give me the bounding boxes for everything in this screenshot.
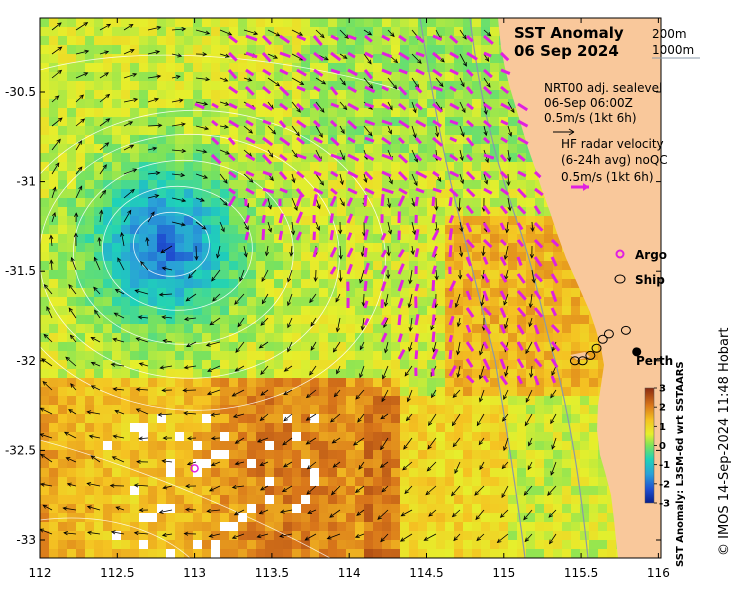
bathymetry-1000m-label: 1000m — [652, 43, 694, 57]
y-tick-label: -31 — [16, 175, 36, 189]
ship-legend-label: Ship — [635, 273, 665, 287]
bathymetry-200m-label: 200m — [652, 27, 687, 41]
sealevel-velocity-arrows — [40, 22, 557, 545]
ship-legend-marker — [614, 274, 626, 284]
x-tick-label: 113 — [183, 566, 206, 580]
colorbar-tick-label: 3 — [659, 384, 666, 395]
colorbar-tick-label: 1 — [659, 422, 666, 433]
bathymetry-contours — [419, 18, 589, 558]
y-tick-label: -31.5 — [5, 264, 36, 278]
radar-legend-line2: (6-24h avg) noQC — [561, 153, 668, 167]
map-title-line2: 06 Sep 2024 — [514, 42, 619, 60]
ship-marker — [591, 343, 602, 353]
radar-legend-line3: 0.5m/s (1kt 6h) — [561, 170, 654, 184]
colorbar-tick-label: 0 — [659, 441, 666, 452]
x-tick-label: 115 — [492, 566, 515, 580]
x-tick-label: 114.5 — [409, 566, 443, 580]
x-tick-label: 112.5 — [100, 566, 134, 580]
hf-radar-arrows — [194, 34, 561, 386]
colorbar-label: SST Anomaly: L3SM-6d wrt SSTAARS — [675, 361, 686, 567]
colorbar-ticks: 3 2 1 0 -1 -2 -3 — [654, 384, 670, 510]
radar-legend-arrow — [571, 183, 589, 191]
y-tick-label: -32.5 — [5, 443, 36, 457]
argo-marker — [190, 464, 199, 473]
ship-marker — [577, 356, 588, 366]
radar-legend-line1: HF radar velocity — [561, 137, 664, 151]
map-title-line1: SST Anomaly — [514, 24, 624, 42]
x-tick-label: 115.5 — [564, 566, 598, 580]
y-axis: -30.5 -31 -31.5 -32 -32.5 -33 — [5, 85, 661, 547]
land-mass — [498, 18, 661, 558]
sealevel-legend-line2: 06-Sep 06:00Z — [544, 96, 633, 110]
colorbar — [644, 387, 655, 504]
rottnest-island — [570, 352, 590, 360]
ship-marker — [620, 325, 631, 335]
position-markers — [190, 325, 642, 473]
ship-marker — [603, 329, 614, 339]
x-axis: 112 112.5 113 113.5 114 114.5 115 115.5 116 — [29, 18, 670, 580]
sealevel-legend-line3: 0.5m/s (1kt 6h) — [544, 111, 637, 125]
perth-marker — [632, 347, 642, 357]
perth-label: Perth — [636, 354, 673, 368]
ship-marker — [585, 350, 596, 360]
imos-credit: © IMOS 14-Sep-2024 11:48 Hobart — [717, 328, 732, 556]
plot-frame — [39, 17, 662, 559]
sealevel-legend-line1: NRT00 adj. sealevel — [544, 81, 662, 95]
x-tick-label: 113.5 — [255, 566, 289, 580]
y-tick-label: -32 — [16, 354, 36, 368]
y-tick-label: -30.5 — [5, 85, 36, 99]
ship-marker — [569, 356, 580, 366]
sealevel-legend-arrow — [553, 128, 575, 136]
y-tick-label: -33 — [16, 533, 36, 547]
x-tick-label: 112 — [29, 566, 52, 580]
x-tick-label: 114 — [338, 566, 361, 580]
argo-legend-label: Argo — [635, 248, 667, 262]
colorbar-tick-label: -3 — [659, 499, 670, 510]
argo-legend-marker — [615, 249, 625, 259]
x-tick-label: 116 — [647, 566, 670, 580]
ship-marker — [597, 334, 608, 344]
colorbar-tick-label: -1 — [659, 460, 670, 471]
colorbar-tick-label: 2 — [659, 403, 666, 414]
colorbar-tick-label: -2 — [659, 479, 670, 490]
